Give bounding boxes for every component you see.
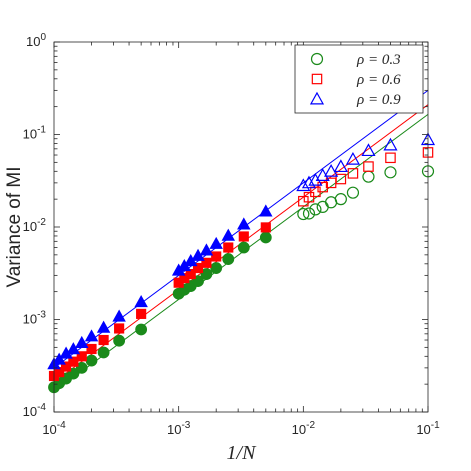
- filled-point: [136, 308, 147, 319]
- filled-point: [201, 257, 212, 268]
- open-point: [324, 164, 339, 177]
- open-point: [308, 172, 323, 186]
- x-axis-label: 1/N: [227, 442, 258, 464]
- open-point: [296, 178, 311, 192]
- filled-point: [85, 354, 98, 367]
- open-point: [301, 175, 317, 189]
- axis-ticks: [53, 41, 429, 413]
- y-tick-label: 10-3: [23, 310, 47, 327]
- filled-point: [259, 204, 273, 217]
- open-point: [345, 151, 361, 165]
- y-axis-label: Variance of MI: [4, 166, 25, 287]
- y-tick-label: 100: [26, 32, 46, 49]
- filled-point: [237, 241, 250, 254]
- filled-point: [185, 268, 196, 280]
- filled-point: [114, 323, 125, 334]
- filled-point: [135, 323, 148, 336]
- filled-point: [52, 352, 66, 365]
- open-point: [385, 152, 396, 164]
- x-tick-label: 10-4: [42, 420, 66, 437]
- legend-marker-1: [310, 52, 324, 66]
- legend: ρ = 0.3 ρ = 0.6 ρ = 0.9: [294, 44, 424, 114]
- series-3-points: [47, 132, 436, 370]
- open-point: [302, 207, 316, 220]
- open-point: [303, 191, 315, 203]
- filled-point: [112, 309, 126, 322]
- filled-point: [200, 268, 213, 280]
- filled-point: [221, 228, 236, 241]
- filled-point: [76, 351, 87, 362]
- open-point: [384, 166, 397, 179]
- y-tick-label: 10-1: [23, 125, 47, 142]
- filled-point: [210, 262, 223, 274]
- open-point: [363, 161, 374, 172]
- data-points: [47, 132, 436, 394]
- filled-point: [260, 222, 271, 233]
- x-tick-label: 10-2: [292, 420, 316, 437]
- legend-label-1: ρ = 0.3: [356, 52, 401, 68]
- legend-box: [294, 44, 424, 114]
- filled-point: [98, 334, 109, 346]
- open-point: [347, 168, 359, 179]
- filled-point: [66, 342, 81, 355]
- open-point: [297, 207, 310, 221]
- legend-label-3: ρ = 0.9: [356, 92, 401, 108]
- filled-point: [209, 236, 223, 249]
- filled-point: [192, 262, 204, 274]
- legend-marker-3: [309, 91, 325, 105]
- filled-point: [211, 251, 222, 262]
- filled-point: [75, 361, 88, 374]
- filled-point: [68, 356, 79, 367]
- filled-point: [259, 231, 272, 244]
- open-point: [309, 203, 322, 216]
- open-point: [383, 137, 398, 151]
- x-tick-label: 10-1: [416, 420, 440, 437]
- filled-point: [84, 329, 99, 342]
- open-point: [333, 159, 348, 173]
- legend-marker-2: [311, 73, 323, 85]
- filled-point: [199, 243, 214, 256]
- filled-point: [222, 253, 235, 265]
- filled-point: [238, 231, 249, 242]
- legend-label-2: ρ = 0.6: [356, 72, 401, 88]
- open-point: [298, 195, 309, 207]
- open-point: [346, 186, 360, 199]
- y-tick-label: 10-2: [23, 217, 47, 234]
- filled-point: [75, 335, 89, 349]
- filled-point: [237, 217, 251, 230]
- filled-point: [86, 343, 97, 355]
- filled-point: [97, 346, 110, 359]
- tick-labels: 10-4 10-3 10-2 10-1 10-4 10-3 10-2 10-1 100: [23, 32, 440, 437]
- open-point: [335, 173, 347, 185]
- open-point: [361, 143, 376, 157]
- filled-point: [134, 295, 148, 308]
- filled-point: [113, 334, 126, 347]
- x-tick-label: 10-3: [167, 420, 191, 437]
- open-point: [334, 193, 347, 206]
- filled-point: [96, 320, 111, 333]
- y-tick-label: 10-4: [23, 402, 47, 419]
- filled-point: [223, 242, 234, 253]
